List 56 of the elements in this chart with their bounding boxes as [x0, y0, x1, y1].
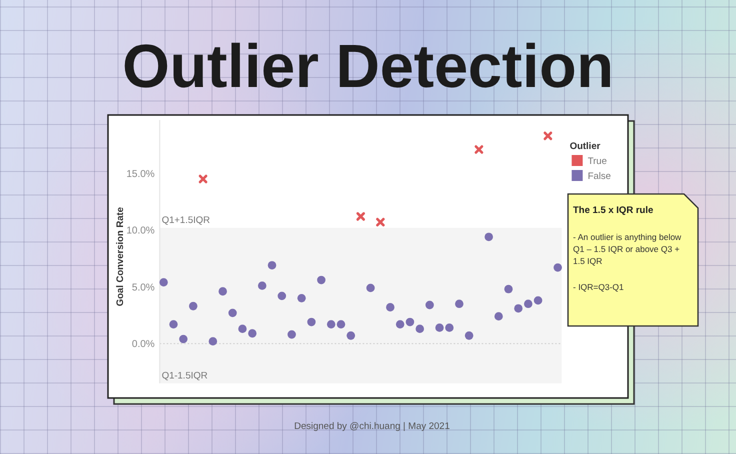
legend-label: False — [588, 171, 611, 182]
point — [425, 300, 434, 310]
point — [326, 320, 336, 328]
point — [288, 330, 296, 339]
point — [208, 337, 218, 346]
point — [396, 320, 404, 328]
point — [376, 218, 385, 226]
y-tick-label: 15.0% — [126, 168, 155, 180]
y-tick-label: 0.0% — [132, 339, 155, 350]
point — [416, 324, 424, 334]
point — [317, 276, 326, 284]
point — [504, 284, 513, 294]
point — [228, 308, 237, 318]
point — [445, 323, 454, 332]
point — [474, 145, 484, 154]
point — [169, 320, 178, 328]
point — [514, 304, 523, 313]
annotation: Q1+1.5IQR — [162, 214, 210, 226]
text: Designed by @chi.huang | May 2021 — [294, 421, 450, 432]
point — [494, 312, 503, 321]
text: - IQR=Q3-Q1 — [573, 282, 624, 292]
point — [336, 320, 346, 328]
point — [406, 318, 414, 326]
y-tick-label: 10.0% — [126, 226, 155, 237]
point — [554, 263, 562, 272]
point — [258, 281, 266, 290]
point — [278, 292, 286, 300]
point — [198, 174, 208, 184]
text: - An outlier is anything below Q1 – 1.5 IQR or above Q3 + 1.5 IQR — [573, 232, 682, 266]
point — [534, 296, 542, 305]
point — [356, 212, 365, 221]
y-tick-label: 5.0% — [132, 282, 155, 294]
point — [366, 284, 375, 292]
text: The 1.5 x IQR rule — [573, 205, 654, 216]
point — [297, 294, 306, 302]
y-axis-title: Goal Conversion Rate — [115, 207, 126, 306]
point — [464, 331, 474, 340]
chart-title: Outlier Detection — [122, 32, 614, 100]
legend-label: True — [588, 156, 607, 167]
point — [455, 300, 464, 308]
point — [189, 302, 198, 310]
point — [386, 303, 394, 312]
legend-title: Outlier — [570, 141, 601, 152]
point — [159, 278, 168, 286]
point — [524, 300, 532, 308]
point — [544, 132, 552, 140]
point — [307, 318, 316, 326]
point — [179, 334, 188, 344]
point — [268, 261, 276, 270]
point — [484, 232, 493, 242]
point — [238, 324, 247, 334]
point — [435, 323, 444, 332]
point — [218, 287, 227, 296]
point — [346, 331, 356, 340]
annotation: Q1-1.5IQR — [162, 370, 208, 382]
point — [248, 329, 257, 338]
